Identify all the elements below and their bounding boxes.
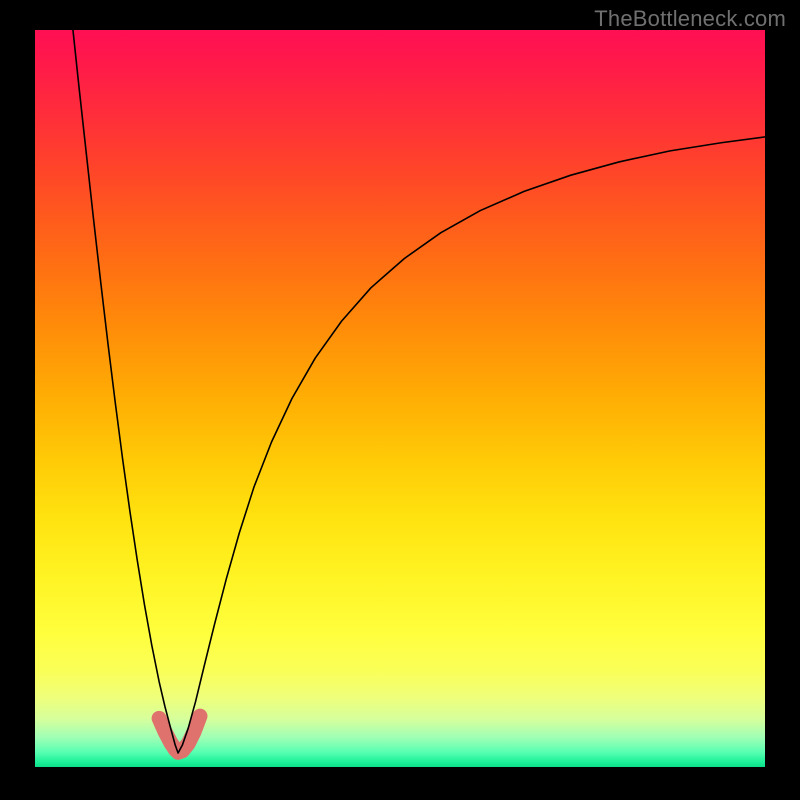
gradient-background [35, 30, 765, 767]
chart-frame: TheBottleneck.com [0, 0, 800, 800]
bottleneck-curve-chart [35, 30, 765, 767]
watermark-text: TheBottleneck.com [594, 6, 786, 32]
